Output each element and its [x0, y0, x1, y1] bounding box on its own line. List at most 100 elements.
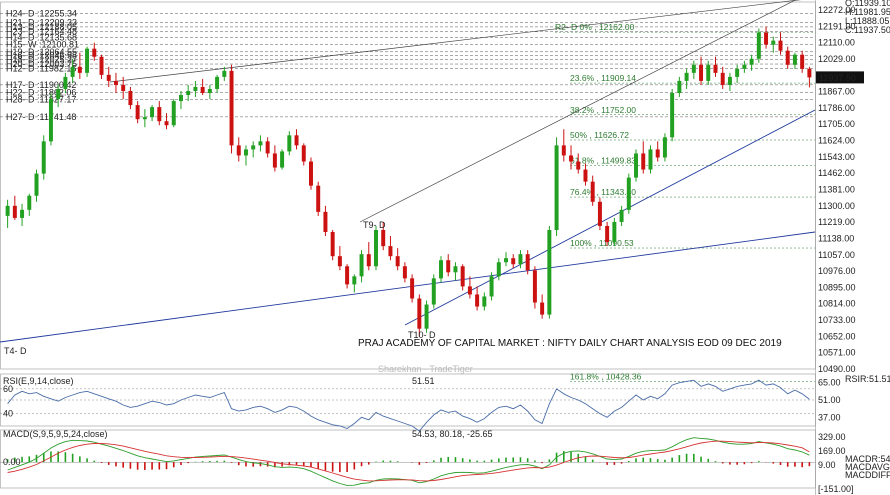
level-label: H13- D :12188.05 — [6, 22, 77, 32]
level-label: H28- D :11827.17 — [6, 95, 76, 105]
candle-body — [518, 254, 523, 265]
fib-label: 61.8% , 11499.83 — [570, 156, 636, 166]
last-price-value: 11937.50 — [819, 73, 856, 83]
candle-body — [778, 40, 783, 51]
candle-body — [20, 209, 25, 218]
price-axis-tick: 11300.00 — [818, 201, 855, 211]
candle-body — [735, 68, 740, 77]
candle-body — [229, 70, 234, 146]
last-price-tag — [816, 71, 864, 84]
candle-body — [446, 260, 451, 273]
rsi-right-label: RSIR:51.51 — [845, 374, 890, 384]
price-axis-tick: 11462.00 — [818, 168, 855, 178]
candle-body — [467, 286, 472, 295]
candle-body — [142, 117, 147, 120]
price-axis-tick: 12272.00 — [818, 5, 856, 15]
level-label: H20- D :12003.75 — [6, 59, 77, 69]
candle-body — [532, 270, 537, 303]
candle-body — [475, 294, 480, 307]
candle-body — [460, 266, 465, 287]
price-axis-tick: 12029.00 — [818, 54, 856, 64]
candle-body — [489, 276, 494, 297]
fib-label: 76.4% , 11343.40 — [570, 187, 636, 197]
candle-body — [258, 141, 263, 146]
macd-values: 54.53, 80.18, -25.65 — [412, 429, 493, 439]
candle-body — [150, 107, 155, 118]
level-label: H22- D :11862.06 — [6, 88, 76, 98]
macd-axis-tick: 9.00 — [818, 460, 836, 470]
candle-body — [5, 205, 10, 216]
candle-body — [662, 137, 667, 158]
candle-body — [453, 266, 458, 273]
candle-body — [727, 76, 732, 85]
level-label: H21- D :12209.33 — [6, 18, 77, 28]
candle-body — [345, 266, 350, 285]
candle-body — [287, 135, 292, 152]
candle-body — [590, 181, 595, 202]
signal-line — [7, 440, 810, 482]
candle-body — [670, 93, 675, 138]
macd-right-label: MACDR:54.53 — [845, 454, 890, 464]
candle-body — [236, 145, 241, 156]
rsi-axis-tick: 65.00 — [818, 378, 841, 388]
candle-body — [106, 74, 111, 81]
candle-body — [713, 64, 718, 73]
level-label: H23- D :12164.48 — [6, 27, 77, 37]
candle-body — [771, 40, 776, 45]
trendline-long — [0, 231, 816, 343]
candle-body — [511, 258, 516, 265]
level-label: H17- D :11900.42 — [6, 80, 76, 90]
macd-right-label: MACDDIFF: — [845, 470, 890, 480]
candle-body — [807, 68, 812, 78]
candle-body — [121, 84, 126, 91]
candle-body — [316, 185, 321, 212]
candle-body — [569, 155, 574, 162]
candle-body — [576, 161, 581, 170]
candle-body — [431, 278, 436, 305]
price-axis-tick: 11624.00 — [818, 136, 855, 146]
candle-body — [482, 296, 487, 307]
macd-label: MACD(S,9,5,9,5,24,close) — [3, 429, 108, 439]
candle-body — [265, 141, 270, 154]
fib-label: 38.2% , 11752.00 — [570, 105, 636, 115]
level-label: H15- W :12100.81 — [6, 39, 79, 49]
price-pane-frame — [0, 1, 816, 370]
candle-body — [207, 88, 212, 94]
price-axis-tick: 10571.00 — [818, 348, 856, 358]
candle-body — [77, 66, 82, 73]
price-axis-tick: 10814.00 — [818, 299, 856, 309]
candle-body — [785, 50, 790, 65]
candle-body — [395, 256, 400, 267]
candle-body — [612, 221, 617, 243]
candle-body — [113, 80, 118, 85]
candle-body — [366, 254, 371, 267]
fib-label: R2- D 0% , 12162.00 — [555, 22, 635, 32]
candle-body — [301, 145, 306, 162]
candle-body — [330, 232, 335, 257]
candle-body — [280, 151, 285, 168]
macd-axis-tick: 169.00 — [818, 446, 846, 456]
ohlc-readout: O:11939.10 — [845, 0, 890, 8]
rsi-left-tick: 40 — [3, 409, 13, 419]
price-axis-tick: 10976.00 — [818, 266, 856, 276]
candle-body — [56, 88, 61, 100]
price-axis-tick: 11057.00 — [818, 250, 855, 260]
candle-body — [157, 107, 162, 122]
candle-body — [800, 54, 805, 69]
candle-body — [222, 70, 227, 77]
candle-body — [337, 256, 342, 267]
price-axis-tick: 10490.00 — [818, 364, 856, 374]
candle-body — [70, 66, 75, 77]
candle-body — [323, 211, 328, 233]
candle-body — [359, 254, 364, 277]
chart-title: PRAJ ACADEMY OF CAPITAL MARKET : NIFTY D… — [358, 338, 782, 349]
candle-body — [706, 64, 711, 81]
ohlc-readout: H:11981.95 — [845, 7, 890, 17]
ohlc-readout: C:11937.50 — [845, 25, 890, 35]
rsi-line — [7, 379, 810, 432]
candle-body — [135, 105, 140, 120]
price-axis-tick: 11786.00 — [818, 103, 855, 113]
pivot-label: T4- D — [4, 346, 27, 356]
level-label: H27- D :11741.48 — [6, 112, 76, 122]
macd-axis-tick: 329.00 — [818, 432, 846, 442]
